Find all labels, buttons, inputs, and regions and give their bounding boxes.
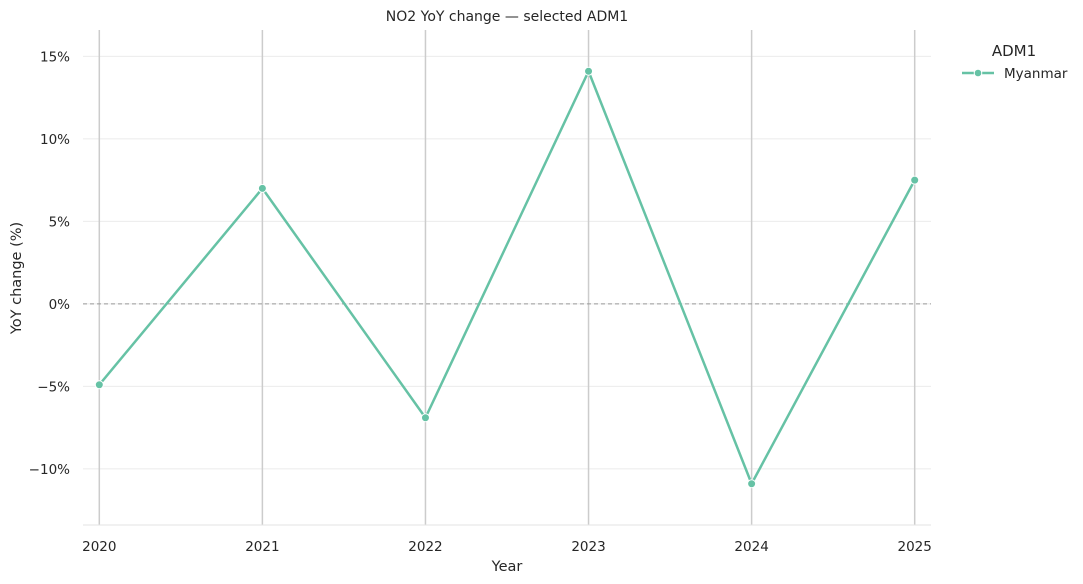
y-tick-label: 15%	[40, 49, 70, 65]
y-tick-label: −10%	[29, 462, 70, 478]
x-axis-label: Year	[491, 559, 523, 575]
x-tick-label: 2021	[245, 539, 279, 555]
y-axis-label: YoY change (%)	[9, 222, 25, 335]
data-point	[420, 413, 430, 423]
x-tick-label: 2025	[898, 539, 932, 555]
legend-label: Myanmar	[1004, 66, 1068, 82]
data-point	[94, 380, 104, 390]
x-tick-label: 2024	[734, 539, 768, 555]
legend-marker	[973, 68, 983, 78]
y-tick-label: −5%	[37, 379, 70, 395]
y-tick-label: 10%	[40, 132, 70, 148]
x-tick-label: 2023	[571, 539, 605, 555]
data-point	[910, 175, 920, 185]
x-tick-label: 2020	[82, 539, 116, 555]
series-group	[94, 66, 920, 489]
y-tick-label: 5%	[49, 214, 71, 230]
x-tick-label: 2022	[408, 539, 442, 555]
y-tick-labels: −10% −5% 0% 5% 10% 15%	[29, 49, 71, 478]
chart-title: NO2 YoY change — selected ADM1	[386, 9, 628, 25]
y-tick-label: 0%	[49, 297, 71, 313]
legend: ADM1 Myanmar	[962, 42, 1068, 82]
data-point	[584, 66, 594, 76]
legend-title: ADM1	[992, 42, 1036, 60]
x-tick-labels: 2020 2021 2022 2023 2024 2025	[82, 539, 932, 555]
vertical-gridlines	[98, 30, 916, 525]
data-point	[257, 183, 267, 193]
series-line	[98, 70, 916, 485]
plot-area	[83, 30, 931, 525]
data-point	[747, 479, 757, 489]
